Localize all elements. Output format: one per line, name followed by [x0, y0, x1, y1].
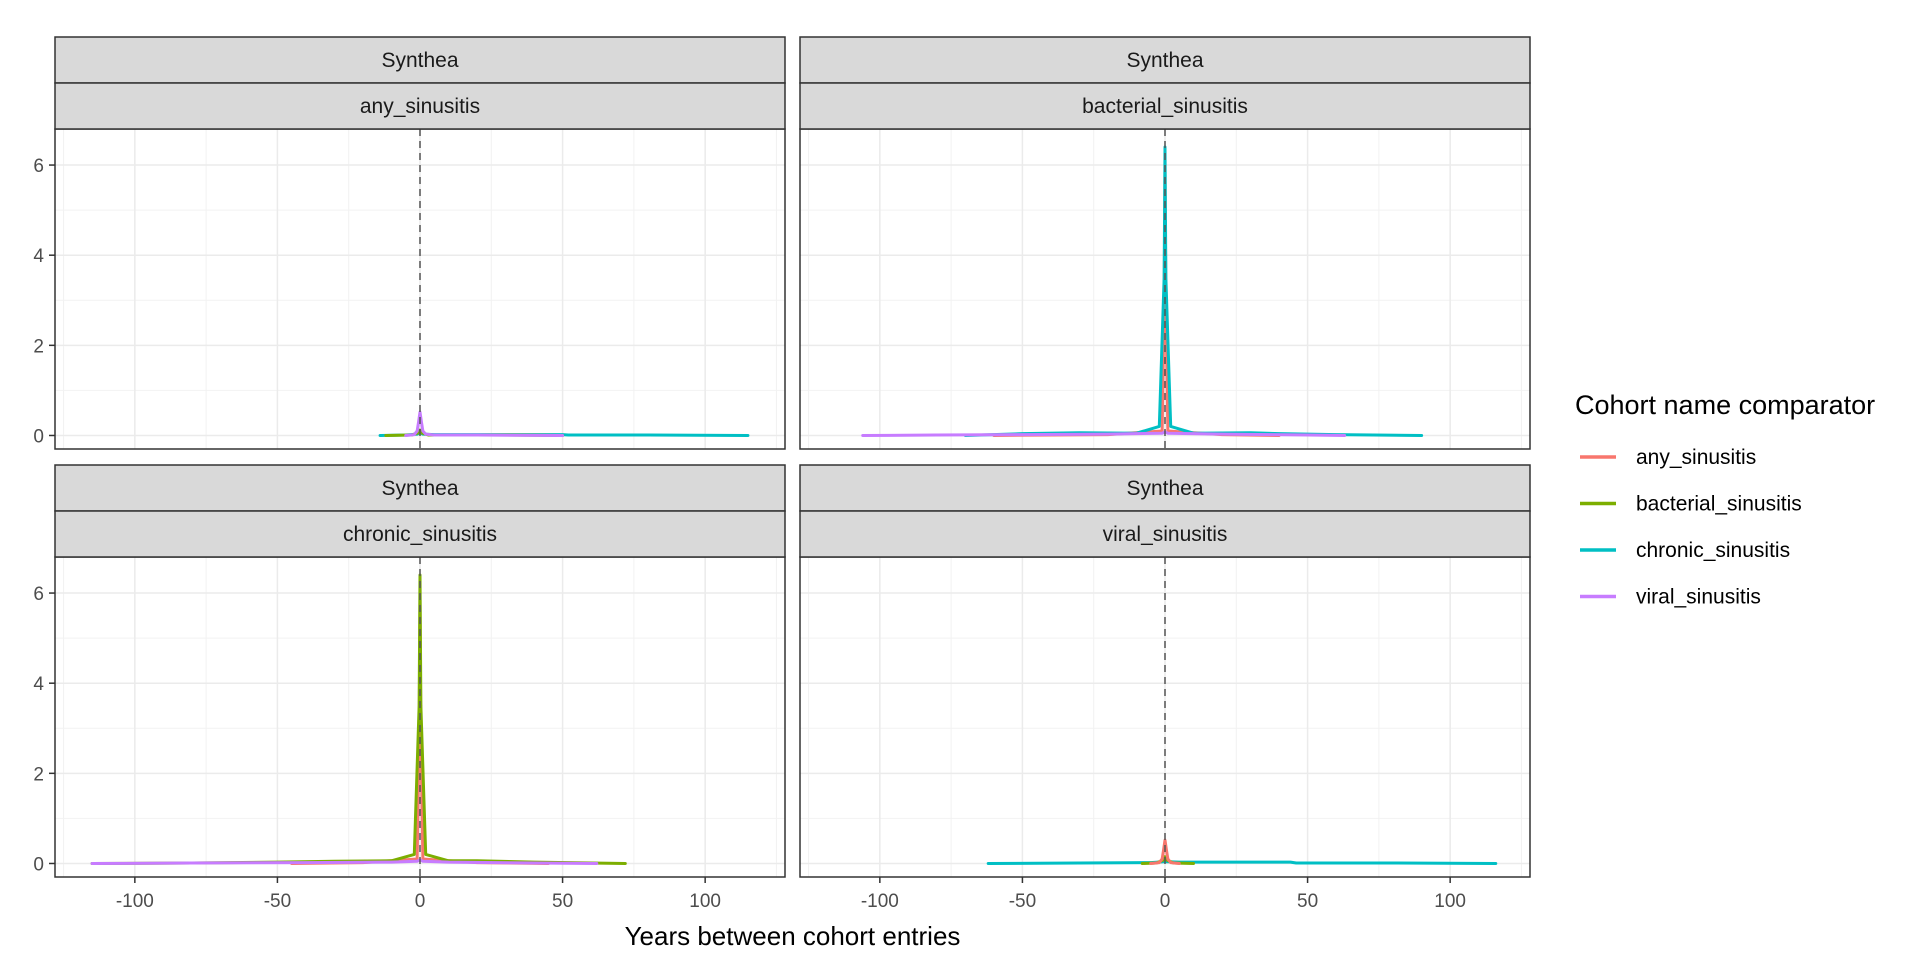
strip-cohort-label: any_sinusitis — [360, 95, 480, 118]
series-line-viral_sinusitis — [404, 410, 565, 437]
y-tick-label: 6 — [33, 156, 44, 177]
strip-cohort-label: chronic_sinusitis — [343, 523, 497, 546]
strip-database-background — [799, 464, 1531, 512]
strip-cohort-label: bacterial_sinusitis — [1082, 95, 1248, 118]
facet-panel-chronic_sinusitis: Synthea chronic_sinusitis 0 2 4 6 -100 -50 0 50 10… — [33, 464, 786, 912]
legend-item-bacterial_sinusitis: bacterial_sinusitis — [1580, 493, 1802, 516]
y-tick-label: 2 — [33, 764, 44, 785]
series-line-chronic_sinusitis — [986, 860, 1498, 865]
strip-cohort-background — [799, 82, 1531, 130]
facet-panel-bacterial_sinusitis: Synthea bacterial_sinusitis — [799, 36, 1531, 450]
x-tick-label: -100 — [116, 891, 154, 912]
strip-cohort-background — [799, 510, 1531, 558]
legend-label: chronic_sinusitis — [1636, 539, 1790, 562]
legend-item-any_sinusitis: any_sinusitis — [1580, 446, 1756, 469]
strip-database-label: Synthea — [1126, 49, 1203, 72]
strip-database-label: Synthea — [381, 49, 458, 72]
strip-database-label: Synthea — [1126, 477, 1203, 500]
y-tick-label: 4 — [33, 674, 44, 695]
strip-cohort-label: viral_sinusitis — [1103, 523, 1228, 546]
y-tick-label: 4 — [33, 246, 44, 267]
facet-panel-any_sinusitis: Synthea any_sinusitis 0 2 4 6 — [33, 36, 786, 450]
x-tick-label: -50 — [1009, 891, 1036, 912]
y-tick-label: 6 — [33, 584, 44, 605]
strip-database-background — [799, 36, 1531, 84]
x-tick-label: 50 — [1297, 891, 1318, 912]
legend-title: Cohort name comparator — [1575, 390, 1875, 420]
x-tick-label: 0 — [1160, 891, 1171, 912]
y-tick-label: 2 — [33, 336, 44, 357]
facet-panel-viral_sinusitis: Synthea viral_sinusitis -100 -50 0 50 100 — [799, 464, 1531, 912]
x-tick-label: -50 — [264, 891, 291, 912]
legend-label: bacterial_sinusitis — [1636, 493, 1802, 516]
x-tick-label: 100 — [1434, 891, 1466, 912]
legend-label: viral_sinusitis — [1636, 586, 1761, 609]
legend: Cohort name comparator any_sinusitisbact… — [1575, 390, 1875, 609]
strip-cohort-background — [54, 82, 786, 130]
legend-label: any_sinusitis — [1636, 446, 1756, 469]
y-tick-label: 0 — [33, 854, 44, 875]
x-tick-label: 50 — [552, 891, 573, 912]
series-line-any_sinusitis — [1149, 838, 1181, 865]
x-tick-label: 0 — [415, 891, 426, 912]
y-tick-label: 0 — [33, 426, 44, 447]
series-line-viral_sinusitis — [861, 430, 1347, 437]
strip-cohort-background — [54, 510, 786, 558]
x-tick-label: -100 — [861, 891, 899, 912]
axis-layer: Years between cohort entries — [625, 921, 961, 951]
series-line-viral_sinusitis — [90, 858, 599, 865]
x-tick-label: 100 — [689, 891, 721, 912]
x-axis-title: Years between cohort entries — [625, 921, 961, 951]
legend-item-viral_sinusitis: viral_sinusitis — [1580, 586, 1761, 609]
legend-item-chronic_sinusitis: chronic_sinusitis — [1580, 539, 1790, 562]
strip-database-label: Synthea — [381, 477, 458, 500]
panels-layer: Synthea any_sinusitis 0 2 4 6 Synthea bacterial… — [33, 36, 1531, 912]
